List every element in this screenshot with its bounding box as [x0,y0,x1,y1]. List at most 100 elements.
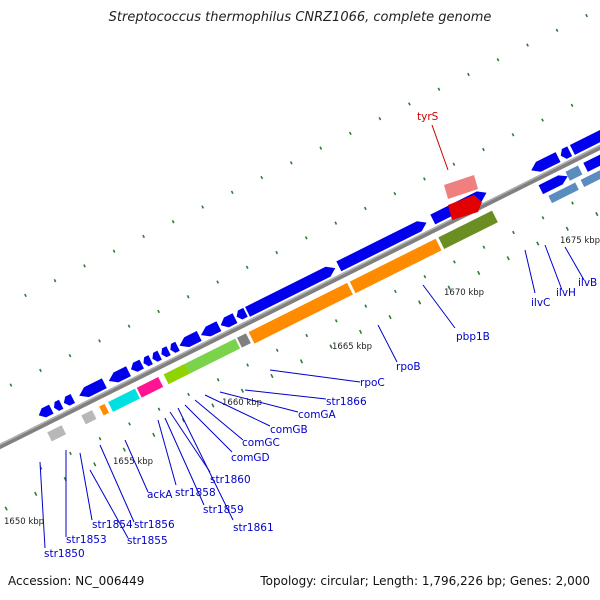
gene-label: comGA [298,409,337,421]
tick-mark [378,116,382,121]
gene-arrow-red [448,195,482,220]
gene-features [38,128,600,442]
gene-label: rpoB [396,361,421,373]
gene-arrow [565,165,583,181]
gene-arrow [38,404,54,418]
kbp-label: 1665 kbp [332,342,372,352]
gene-leader-line [219,391,299,413]
gene-arrow [108,366,131,383]
kbp-scale-labels: 1650 kbp 1655 kbp 1660 kbp 1665 kbp 1670 kbp… [4,236,600,527]
gene-arrow [220,313,238,328]
tick-mark [467,72,470,77]
tick-mark [565,226,569,231]
tick-mark [230,190,234,194]
tick-mark [305,333,309,338]
tick-row [9,103,574,387]
tick-row [39,201,574,470]
gene-leader-line [544,244,563,291]
tick-mark [98,339,101,343]
gene-leader-line [524,249,536,294]
gene-arrow [161,346,171,358]
tick-mark [4,506,8,511]
gene-arrow [54,399,64,411]
tick-mark [482,147,485,152]
tick-mark [53,278,57,283]
gene-label: comGB [270,424,308,436]
tick-mark [541,118,544,122]
tick-mark [68,353,72,358]
gene-arrow [248,282,353,344]
gene-arrow [245,266,336,317]
gene-label: str1853 [66,534,107,546]
tick-mark [216,280,220,284]
gene-arrow [163,363,190,385]
tick-mark [112,249,116,253]
gene-leader-line [422,284,456,329]
tick-mark [329,344,333,349]
tick-mark [201,205,205,209]
tick-mark [388,314,392,320]
gene-arrow [349,238,442,294]
tick-mark [595,211,599,217]
gene-arrow [136,377,164,398]
gene-arrow [580,157,600,188]
tick-mark [393,191,397,196]
accession-text: Accession: NC_006449 [8,574,145,588]
gene-leader-line [169,411,211,473]
tick-mark [512,230,515,235]
gene-arrow [438,210,498,250]
tick-mark [334,319,338,323]
gene-label: str1861 [233,522,274,534]
gene-label: str1854 [92,519,133,531]
gene-leader-line [194,399,244,441]
gene-arrow [569,128,600,155]
gene-leader-line [157,419,177,486]
tick-mark [245,265,249,269]
tick-mark [496,58,500,62]
tick-mark [289,161,293,165]
tick-mark [93,462,97,467]
tick-mark [9,383,13,387]
tick-mark [152,432,156,438]
tick-mark [348,131,352,136]
tick-mark [157,407,161,411]
gene-label: str1858 [175,487,216,499]
gene-label: str1859 [203,504,244,516]
gene-label: str1856 [134,519,175,531]
tick-mark [122,447,126,452]
gene-label: str1866 [326,396,367,408]
gene-arrow [531,152,561,172]
tick-mark [453,260,456,264]
tick-row [24,13,588,298]
gene-arrow [143,355,153,367]
tick-mark [571,201,574,205]
gene-leader-line [124,439,149,493]
tick-mark [541,216,545,220]
gene-arrow [185,338,241,374]
kbp-label: 1660 kbp [222,398,262,408]
gene-arrow [79,378,107,398]
gene-arrow [560,146,573,159]
gene-arrow [583,148,600,172]
tick-mark [299,359,304,364]
tick-mark [246,363,250,367]
tick-mark [477,270,481,276]
gene-label: ilvH [556,287,576,299]
tick-mark [157,309,160,314]
gene-leader-line [79,452,93,521]
tick-mark [570,103,574,108]
tick-mark [186,295,190,299]
gene-arrow [170,341,180,353]
gene-leader-line [244,389,327,400]
gene-label: str1850 [44,548,85,560]
tick-mark [526,43,529,47]
gene-leader-line [89,469,129,539]
tick-mark [98,436,102,441]
tyrS-leader-line [431,124,449,171]
tick-mark [216,378,220,382]
tick-mark [418,300,422,305]
tick-mark [447,285,451,290]
tick-mark [585,13,588,18]
tick-mark [39,368,42,373]
